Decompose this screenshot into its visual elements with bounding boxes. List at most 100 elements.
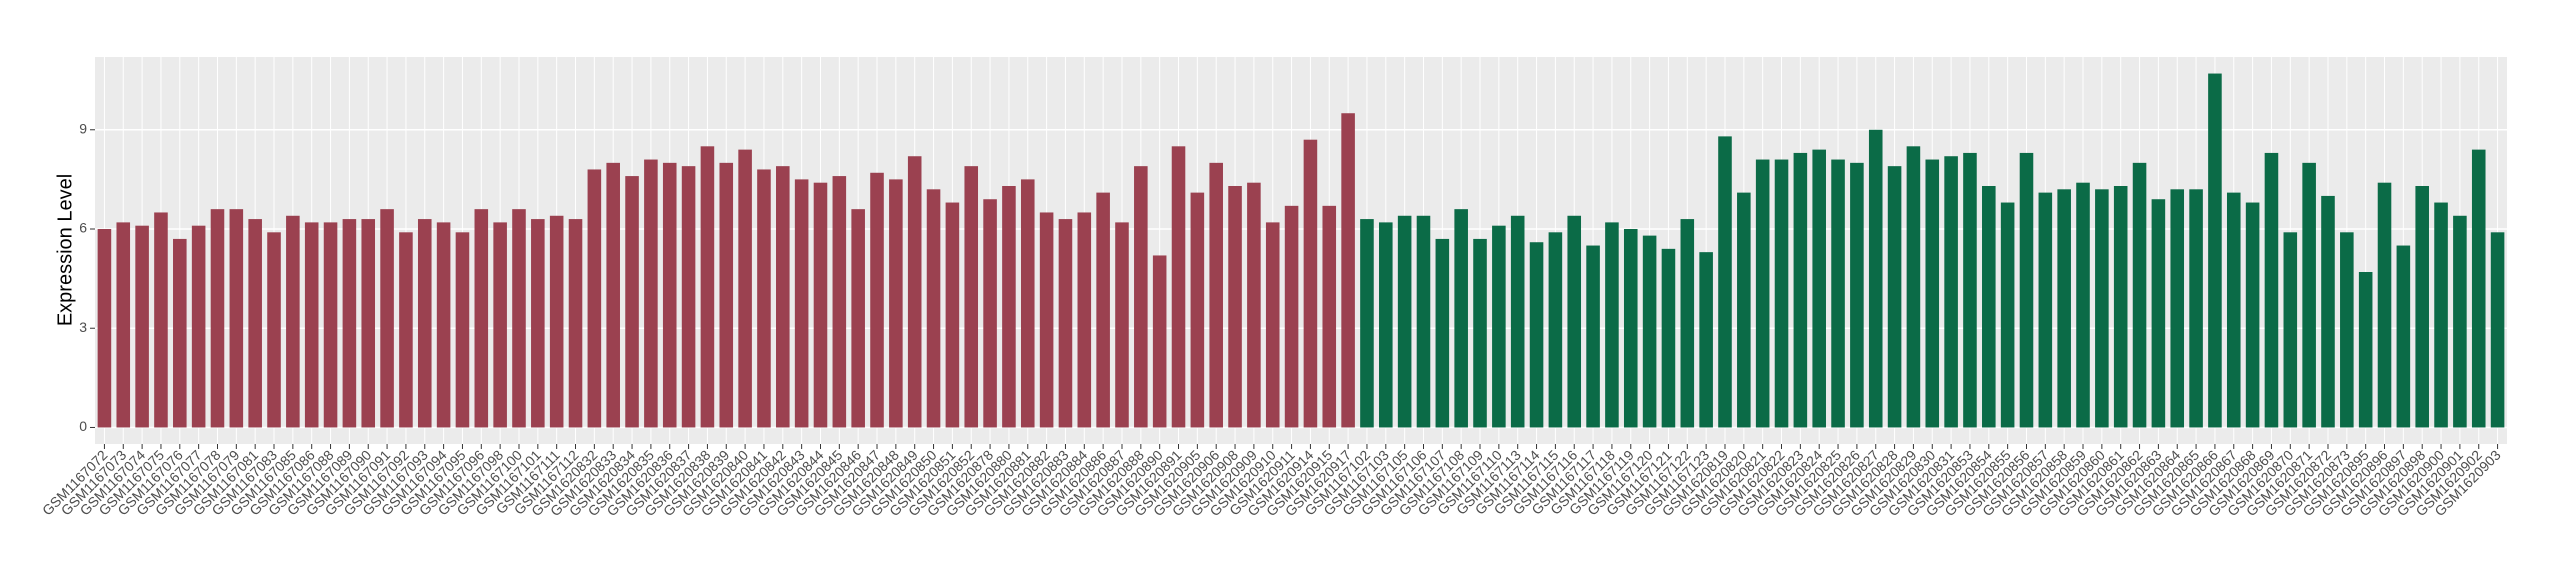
bar bbox=[1925, 159, 1940, 428]
bar bbox=[700, 146, 715, 428]
bar bbox=[1492, 225, 1506, 428]
bar bbox=[1416, 215, 1431, 428]
bar bbox=[2208, 73, 2222, 428]
bar bbox=[1623, 229, 1638, 428]
bar bbox=[662, 162, 677, 428]
bar bbox=[97, 229, 112, 428]
bar bbox=[813, 182, 828, 428]
bar bbox=[2415, 186, 2429, 428]
bar bbox=[1661, 248, 1676, 428]
bar bbox=[2170, 189, 2185, 428]
bar bbox=[1360, 219, 1374, 428]
bar bbox=[1793, 152, 1808, 428]
bar bbox=[1548, 232, 1563, 428]
bar bbox=[2245, 202, 2260, 428]
bar bbox=[1284, 205, 1299, 428]
bar bbox=[1039, 212, 1054, 428]
bar bbox=[757, 169, 771, 428]
bar bbox=[794, 179, 809, 428]
bar bbox=[1265, 222, 1280, 428]
bar bbox=[323, 222, 338, 428]
bar bbox=[1002, 186, 1016, 428]
bar bbox=[1303, 139, 1318, 428]
bar bbox=[2019, 152, 2034, 428]
bar bbox=[738, 149, 752, 428]
bar bbox=[776, 166, 790, 428]
bar bbox=[1812, 149, 1826, 428]
bar bbox=[964, 166, 979, 428]
bar bbox=[1115, 222, 1129, 428]
bar bbox=[1982, 186, 1996, 428]
bar bbox=[1774, 159, 1789, 428]
bar bbox=[135, 225, 149, 428]
bar bbox=[568, 219, 583, 428]
bar bbox=[1397, 215, 1412, 428]
bar bbox=[1850, 162, 1864, 428]
bar bbox=[1171, 146, 1186, 428]
y-tick-label: 9 bbox=[79, 120, 87, 136]
bar bbox=[1341, 113, 1355, 428]
bar bbox=[983, 199, 997, 428]
bar bbox=[851, 209, 865, 428]
bar bbox=[1209, 162, 1223, 428]
bar bbox=[549, 215, 564, 428]
bar bbox=[1096, 192, 1110, 428]
bar bbox=[154, 212, 168, 428]
bar bbox=[1134, 166, 1148, 428]
bar bbox=[644, 159, 658, 428]
bar bbox=[1963, 152, 1977, 428]
bar bbox=[907, 156, 922, 428]
bar bbox=[1379, 222, 1393, 428]
bar bbox=[889, 179, 903, 428]
bar bbox=[455, 232, 470, 428]
bar bbox=[116, 222, 131, 428]
bar bbox=[493, 222, 507, 428]
bar bbox=[2340, 232, 2354, 428]
bar bbox=[2490, 232, 2505, 428]
bar bbox=[625, 176, 639, 428]
y-tick-label: 3 bbox=[79, 319, 87, 335]
bar bbox=[2189, 189, 2203, 428]
bar bbox=[2358, 272, 2373, 428]
bar bbox=[380, 209, 394, 428]
bar bbox=[2151, 199, 2166, 428]
bar bbox=[832, 176, 847, 428]
bar bbox=[2132, 162, 2147, 428]
bar bbox=[210, 209, 225, 428]
bar bbox=[2453, 215, 2467, 428]
bar bbox=[2396, 245, 2411, 428]
bar bbox=[304, 222, 319, 428]
bar bbox=[474, 209, 489, 428]
bar bbox=[1190, 192, 1205, 428]
bar bbox=[2057, 189, 2071, 428]
bar bbox=[1529, 242, 1544, 428]
bar bbox=[1322, 205, 1337, 428]
bar bbox=[1473, 238, 1487, 428]
bar bbox=[1586, 245, 1600, 428]
bar bbox=[606, 162, 620, 428]
bar bbox=[1152, 255, 1167, 428]
bar bbox=[1020, 179, 1035, 428]
bar bbox=[2434, 202, 2448, 428]
bar bbox=[1435, 238, 1450, 428]
bar bbox=[342, 219, 357, 428]
bar bbox=[1680, 219, 1695, 428]
y-axis-title: Expression Level bbox=[54, 174, 76, 326]
bar bbox=[512, 209, 526, 428]
bar bbox=[361, 219, 376, 428]
bar bbox=[2377, 182, 2392, 428]
bar bbox=[436, 222, 451, 428]
bar bbox=[248, 219, 262, 428]
bar bbox=[2321, 195, 2335, 428]
y-tick-label: 0 bbox=[79, 418, 87, 434]
bar bbox=[286, 215, 300, 428]
bar bbox=[1944, 156, 1958, 428]
bar bbox=[531, 219, 545, 428]
bar bbox=[173, 238, 187, 428]
bar bbox=[681, 166, 696, 428]
bar bbox=[1228, 186, 1242, 428]
bar bbox=[926, 189, 941, 428]
bar bbox=[229, 209, 244, 428]
bar bbox=[2471, 149, 2486, 428]
bar bbox=[1567, 215, 1582, 428]
